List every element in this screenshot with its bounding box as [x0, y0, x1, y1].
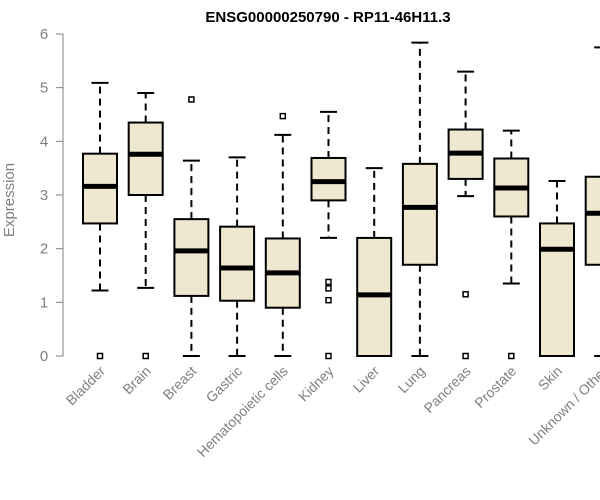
iqr-box: [127, 121, 164, 196]
y-tick-label: 5: [40, 80, 48, 97]
outlier-point: [325, 352, 332, 360]
outlier-point: [462, 291, 469, 298]
y-tick-label: 6: [40, 26, 48, 43]
box-2: [127, 92, 164, 360]
box-7: [356, 167, 393, 357]
outlier-point: [508, 352, 515, 360]
y-tick-label: 0: [40, 348, 48, 365]
y-tick-label: 3: [40, 187, 48, 204]
box-6: [310, 110, 347, 360]
y-axis-label: Expression: [1, 163, 18, 237]
x-tick-label: Pancreas: [421, 363, 474, 416]
iqr-box: [539, 222, 575, 357]
iqr-box: [584, 175, 600, 266]
x-tick-label: Lung: [395, 363, 428, 396]
box-4: [219, 156, 256, 357]
box-5: [264, 112, 301, 357]
iqr-box: [173, 218, 210, 297]
y-tick-label: 1: [40, 294, 48, 311]
box-1: [82, 81, 118, 360]
chart-title: ENSG00000250790 - RP11-46H11.3: [205, 9, 450, 26]
x-tick-label: Breast: [160, 363, 200, 403]
y-tick-label: 2: [40, 241, 48, 258]
x-tick-label: Kidney: [295, 363, 337, 405]
x-tick-label: Liver: [350, 363, 383, 396]
outlier-point: [325, 278, 332, 286]
box-12: [584, 46, 600, 357]
x-tick-label: Skin: [535, 363, 566, 394]
outlier-point: [142, 352, 149, 360]
outlier-point: [96, 352, 104, 360]
outlier-point: [462, 352, 469, 360]
iqr-box: [219, 225, 256, 302]
x-tick-label: Prostate: [471, 363, 519, 411]
box-9: [447, 70, 484, 360]
x-tick-label: Bladder: [63, 363, 109, 409]
box-11: [539, 180, 575, 357]
box-10: [493, 129, 530, 360]
x-tick-label: Gastric: [203, 363, 246, 406]
outlier-point: [325, 285, 332, 292]
outlier-point: [325, 296, 332, 304]
iqr-box: [401, 162, 438, 266]
box-8: [401, 41, 438, 357]
x-tick-label: Hematopoietic cells: [194, 363, 291, 460]
box-3: [173, 96, 210, 357]
x-tick-label: Brain: [119, 363, 153, 397]
y-axis: 0 1 2 3 4 5 6: [40, 26, 64, 365]
y-tick-label: 4: [40, 133, 48, 150]
boxes-group: [82, 41, 600, 360]
outlier-point: [279, 112, 287, 120]
outlier-point: [188, 96, 195, 103]
